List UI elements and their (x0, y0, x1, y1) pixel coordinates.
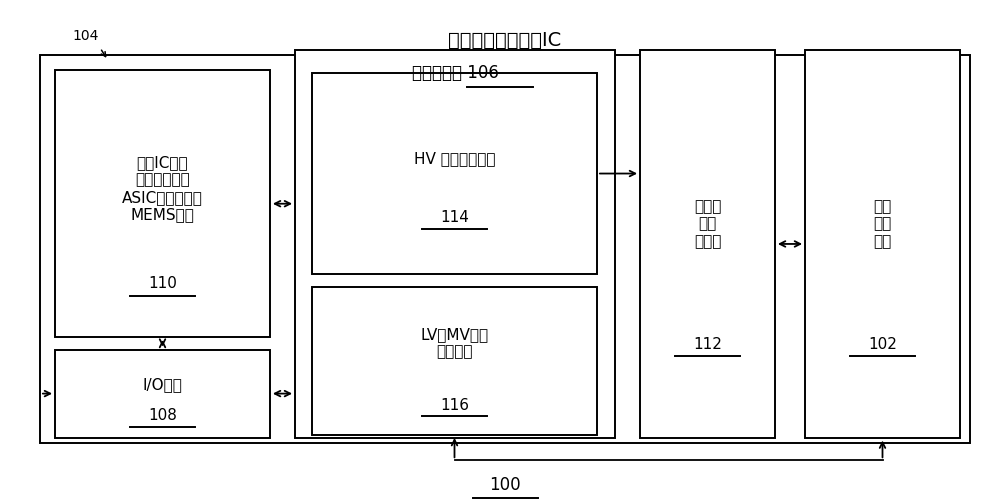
Text: 其他IC电路
（微控制器，
ASIC，传感器，
MEMS等）: 其他IC电路 （微控制器， ASIC，传感器， MEMS等） (122, 155, 203, 222)
Text: 108: 108 (148, 408, 177, 423)
Bar (40, 55, 970, 443)
Bar (805, 50, 960, 438)
Text: 存储器
接触
衬垫区: 存储器 接触 衬垫区 (694, 199, 721, 249)
Text: 闪存
单元
阵列: 闪存 单元 阵列 (873, 199, 892, 249)
Text: 116: 116 (440, 398, 469, 413)
Text: 100: 100 (489, 476, 521, 494)
Bar (295, 50, 615, 438)
Text: 闪存控制器 106: 闪存控制器 106 (412, 64, 498, 82)
Text: 102: 102 (868, 337, 897, 352)
Text: 具有嵌入式闪存的IC: 具有嵌入式闪存的IC (448, 31, 562, 50)
Bar (312, 287, 597, 435)
Bar (55, 350, 270, 438)
Bar (55, 70, 270, 337)
Text: 104: 104 (72, 29, 98, 43)
Text: 114: 114 (440, 210, 469, 225)
Text: I/O电路: I/O电路 (143, 377, 182, 392)
Text: LV或MV闪存
逻辑器件: LV或MV闪存 逻辑器件 (420, 327, 489, 360)
Text: 110: 110 (148, 276, 177, 291)
Bar (312, 73, 597, 274)
Text: 112: 112 (693, 337, 722, 352)
Text: HV 闪存逻辑器件: HV 闪存逻辑器件 (414, 151, 495, 166)
Bar (640, 50, 775, 438)
